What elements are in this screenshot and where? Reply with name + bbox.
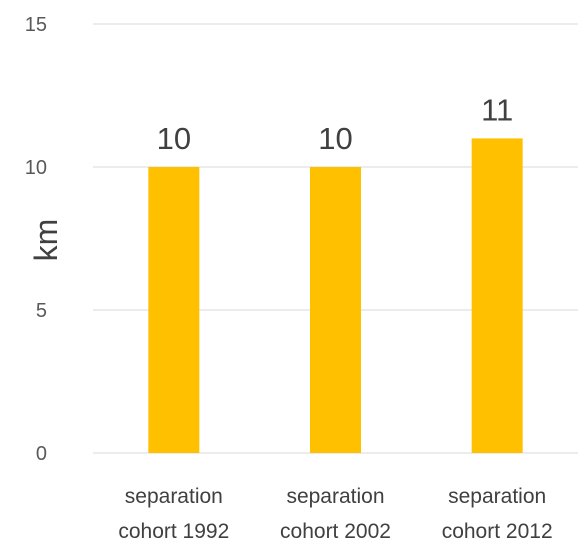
y-axis-ticks: 0 5 10 15 xyxy=(25,14,47,465)
y-tick-label: 10 xyxy=(25,157,47,179)
category-label-line: cohort 1992 xyxy=(118,520,229,543)
y-tick-label: 0 xyxy=(36,443,47,465)
bar-3 xyxy=(471,138,523,453)
category-label-line: separation xyxy=(286,485,384,508)
category-label-line: separation xyxy=(448,485,546,508)
bar-2 xyxy=(310,167,361,453)
data-label-1: 10 xyxy=(157,121,191,156)
category-label-1: separation cohort 1992 xyxy=(118,485,229,543)
y-tick-label: 15 xyxy=(25,14,47,36)
category-label-3: separation cohort 2012 xyxy=(442,485,553,543)
category-label-2: separation cohort 2002 xyxy=(280,485,391,543)
category-label-line: cohort 2012 xyxy=(442,520,553,543)
data-label-2: 10 xyxy=(318,121,352,156)
category-label-line: cohort 2002 xyxy=(280,520,391,543)
y-tick-label: 5 xyxy=(36,300,47,322)
data-label-3: 11 xyxy=(481,92,513,127)
bar-1 xyxy=(148,167,200,453)
bars xyxy=(148,138,523,453)
y-axis-label: km xyxy=(28,219,64,262)
x-axis-categories: separation cohort 1992 separation cohort 20… xyxy=(118,485,552,543)
category-label-line: separation xyxy=(125,485,223,508)
data-labels: 10 10 11 xyxy=(157,92,514,156)
